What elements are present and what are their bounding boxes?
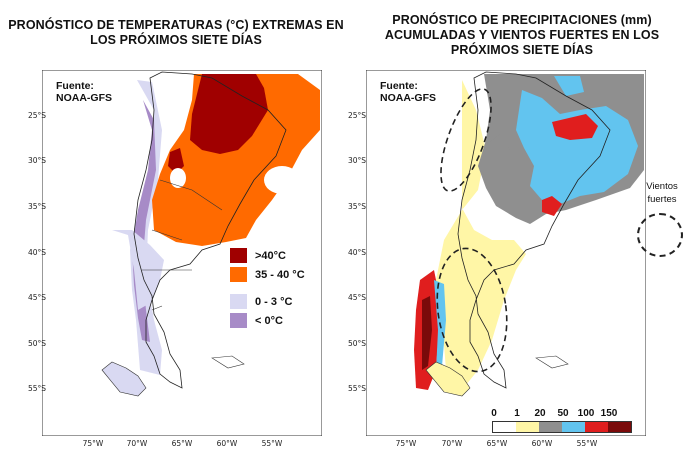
left-map-source: Fuente: NOAA-GFS: [56, 80, 112, 104]
lon-label: 70°W: [126, 439, 148, 448]
lon-label: 55°W: [576, 439, 598, 448]
scale-swatch-100-150: [585, 422, 608, 432]
scale-swatch-50-100: [562, 422, 585, 432]
scale-tick: 50: [557, 408, 569, 419]
legend-0-3: 0 - 3 °C: [230, 294, 292, 309]
lat-label: 30°S: [347, 156, 366, 165]
legend-swatch-below-0: [230, 313, 247, 328]
legend-label: 35 - 40 °C: [255, 268, 305, 281]
lat-label: 50°S: [347, 339, 366, 348]
legend-swatch-35-40: [230, 267, 247, 282]
lon-label: 60°W: [531, 439, 553, 448]
lat-label: 30°S: [27, 156, 46, 165]
precip-100-150: [552, 114, 598, 140]
legend-label: >40°C: [255, 249, 287, 262]
lat-label: 40°S: [347, 248, 366, 257]
lat-label: 35°S: [27, 202, 46, 211]
legend-label: < 0°C: [255, 314, 283, 327]
lat-label: 55°S: [347, 384, 366, 393]
legend-above-40: >40°C: [230, 248, 286, 263]
lat-label: 45°S: [27, 293, 46, 302]
scale-tick: 0: [491, 408, 497, 419]
right-map-source: Fuente: NOAA-GFS: [380, 80, 436, 104]
lon-label: 70°W: [441, 439, 463, 448]
scale-tick: 150: [600, 408, 618, 419]
lon-label: 55°W: [261, 439, 283, 448]
argentina-outline: [133, 71, 287, 389]
precip-50-100: [516, 90, 638, 204]
wind-area-south: [436, 247, 508, 373]
scale-tick: 20: [534, 408, 546, 419]
scale-tick: 1: [514, 408, 520, 419]
lon-label: 75°W: [82, 439, 104, 448]
argentina-outline-right: [457, 71, 611, 389]
lon-label: 65°W: [171, 439, 193, 448]
scale-swatch-0-1: [493, 422, 516, 432]
lon-label: 75°W: [395, 439, 417, 448]
legend-below-0: < 0°C: [230, 313, 283, 328]
lat-label: 35°S: [347, 202, 366, 211]
left-map-title: PRONÓSTICO DE TEMPERATURAS (°C) EXTREMAS…: [8, 18, 344, 47]
precipitation-map: Fuente: NOAA-GFS: [366, 70, 646, 436]
legend-label: 0 - 3 °C: [255, 295, 293, 308]
right-map-title: PRONÓSTICO DE PRECIPITACIONES (mm) ACUMU…: [384, 13, 660, 57]
lat-label: 45°S: [347, 293, 366, 302]
lat-label: 55°S: [27, 384, 46, 393]
wind-legend-dashed-circle: [637, 213, 683, 257]
legend-swatch-0-3: [230, 294, 247, 309]
hot-zone-above-40: [190, 74, 268, 154]
legend-35-40: 35 - 40 °C: [230, 267, 305, 282]
temperature-map: Fuente: NOAA-GFS: [42, 70, 322, 436]
lat-label: 25°S: [27, 111, 46, 120]
scale-swatch-1-20: [516, 422, 539, 432]
lon-label: 60°W: [216, 439, 238, 448]
scale-swatch-above-150: [608, 422, 631, 432]
lat-label: 25°S: [347, 111, 366, 120]
lat-label: 50°S: [27, 339, 46, 348]
precip-1-20: [436, 80, 526, 390]
scale-tick: 100: [577, 408, 595, 419]
lon-label: 65°W: [486, 439, 508, 448]
wind-area-north: [440, 88, 492, 192]
wind-legend-label: Vientos fuertes: [646, 181, 678, 205]
lat-label: 40°S: [27, 248, 46, 257]
scale-swatch-20-50: [539, 422, 562, 432]
legend-swatch-above-40: [230, 248, 247, 263]
precipitation-color-scale: [492, 421, 632, 433]
